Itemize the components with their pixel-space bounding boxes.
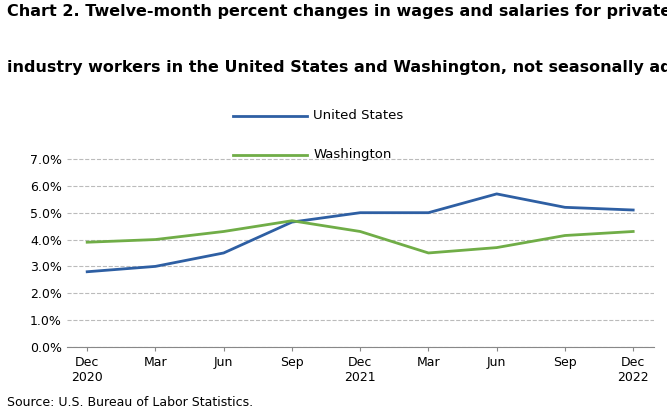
Text: Washington: Washington [313, 148, 392, 161]
Text: Source: U.S. Bureau of Labor Statistics.: Source: U.S. Bureau of Labor Statistics. [7, 396, 253, 409]
Text: Chart 2. Twelve-month percent changes in wages and salaries for private: Chart 2. Twelve-month percent changes in… [7, 4, 667, 19]
Text: United States: United States [313, 109, 404, 122]
Text: industry workers in the United States and Washington, not seasonally adjusted: industry workers in the United States an… [7, 60, 667, 75]
